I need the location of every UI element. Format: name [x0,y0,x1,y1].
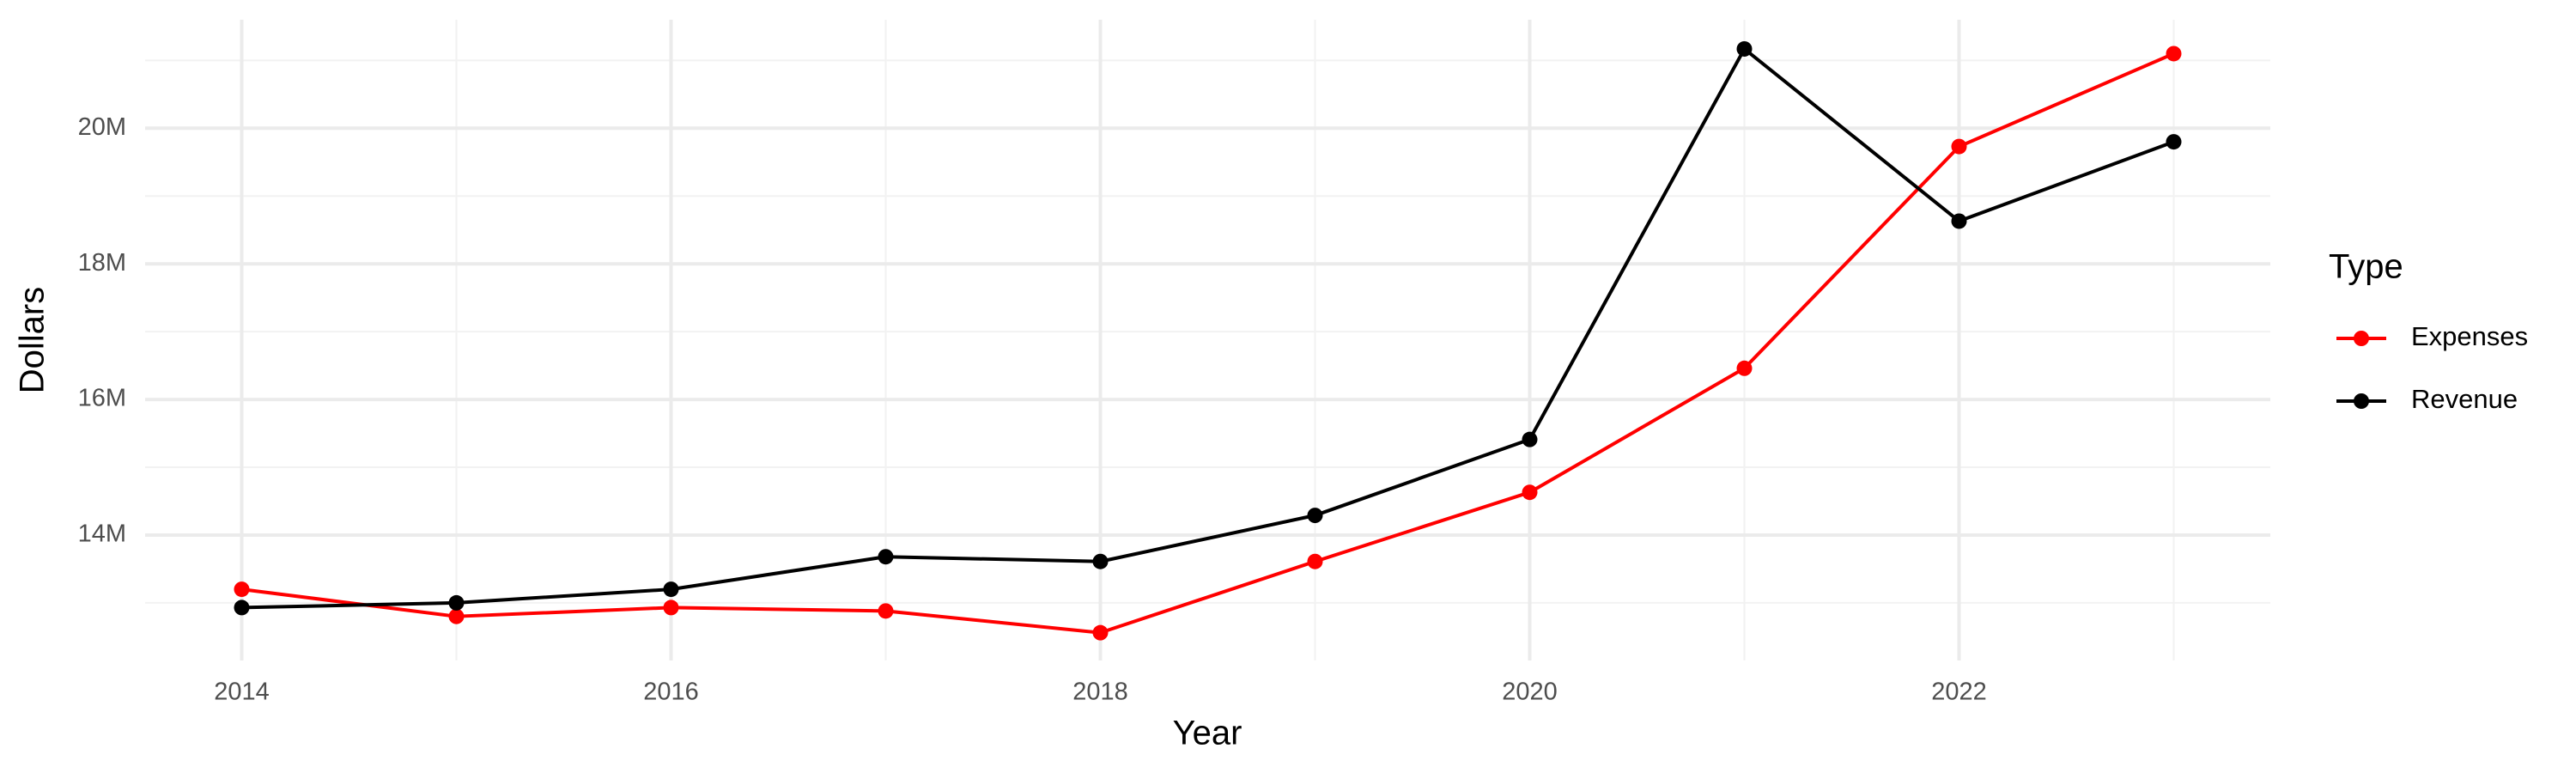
point [663,581,679,598]
point [1092,553,1109,569]
point [234,600,250,616]
legend-label: Revenue [2411,384,2518,414]
point [1951,138,1967,155]
legend-marker [2354,393,2369,409]
legend: Type Expenses Revenue [2329,248,2528,415]
y-tick-label: 16M [78,385,126,412]
point [1092,624,1109,641]
plot-area [234,40,2182,641]
y-tick-label: 14M [78,520,126,548]
point [1736,40,1753,57]
y-tick-label: 18M [78,249,126,277]
point [1307,553,1323,569]
point [2166,134,2182,150]
point [1951,213,1967,229]
point [663,600,679,616]
point [234,581,250,598]
point [448,608,465,624]
line [241,52,2175,635]
x-tick-label: 2020 [1502,679,1558,706]
x-tick-label: 2018 [1072,679,1128,706]
x-tick-label: 2016 [643,679,699,706]
x-axis-title: Year [1173,715,1242,752]
legend-title: Type [2329,248,2403,286]
point [1522,431,1538,447]
line [241,46,2175,610]
y-tick-label: 20M [78,113,126,141]
point [878,549,894,565]
x-tick-label: 2014 [214,679,270,706]
point [1736,360,1753,376]
point [878,603,894,619]
grid [145,20,2270,660]
y-axis-title: Dollars [14,287,52,393]
legend-label: Expenses [2411,321,2528,351]
point [448,594,465,611]
x-tick-label: 2022 [1931,679,1987,706]
point [1522,484,1538,501]
point [2166,46,2182,62]
point [1307,508,1323,524]
legend-marker [2354,331,2369,346]
